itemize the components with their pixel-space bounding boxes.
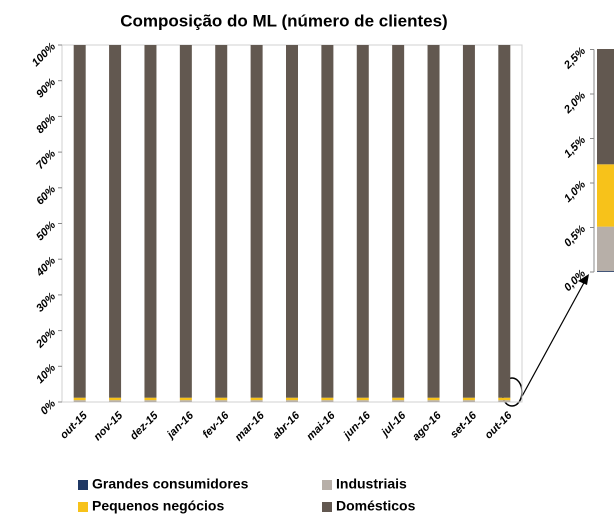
chart-title: Composição do ML (número de clientes) [120,11,447,30]
bar-segment [73,397,86,401]
x-tick-label: jul-16 [378,409,409,440]
bar-segment [73,400,86,402]
legend-swatch [322,502,332,512]
y-tick-label: 1,0% [562,179,588,205]
x-tick-label: nov-15 [92,409,126,443]
bar-segment [427,45,440,398]
bar-segment [144,45,157,398]
bar-segment [144,397,157,401]
bar-segment [215,45,228,398]
x-tick-label: mar-16 [233,409,268,444]
bar-segment [321,400,334,402]
legend-swatch [78,480,88,490]
bar-segment [392,400,405,402]
x-tick-label: out-15 [58,409,90,441]
x-tick-label: dez-15 [128,409,161,442]
y-tick-label: 70% [34,148,58,172]
y-tick-label: 40% [33,255,58,280]
y-tick-label: 80% [34,112,58,136]
x-tick-label: fev-16 [200,409,232,441]
bar-segment [498,397,511,401]
bar-segment [597,49,614,165]
y-tick-label: 100% [30,41,59,70]
legend-label: Industriais [336,476,407,492]
bar-segment [356,45,369,398]
legend-label: Grandes consumidores [92,476,249,492]
y-tick-label: 90% [34,76,58,100]
y-tick-label: 2,0% [561,90,588,117]
x-tick-label: out-16 [483,409,515,441]
y-tick-label: 0,5% [562,223,588,249]
arrow-head [578,274,589,285]
bar-segment [597,164,614,227]
bar-segment [597,226,614,272]
bar-segment [109,45,122,398]
bar-segment [462,397,475,401]
bar-segment [321,397,334,401]
x-tick-label: jan-16 [164,409,197,442]
bar-segment [356,400,369,402]
bar-segment [427,397,440,401]
bar-segment [286,45,298,398]
y-tick-label: 50% [34,219,58,243]
bar-segment [462,45,475,398]
bar-segment [179,45,192,398]
bar-segment [144,400,157,402]
y-tick-label: 60% [34,183,58,207]
y-tick-label: 0% [38,398,58,418]
legend-swatch [78,502,88,512]
y-tick-label: 30% [34,290,58,314]
y-tick-label: 2,5% [561,45,588,72]
y-tick-label: 20% [33,326,58,351]
x-tick-label: mai-16 [304,409,338,443]
bar-segment [427,400,440,402]
bar-segment [286,400,298,402]
legend-label: Pequenos negócios [92,498,224,514]
bar-segment [109,397,122,401]
bar-segment [109,400,122,402]
x-tick-label: abr-16 [270,409,302,441]
bar-segment [179,397,192,401]
bar-segment [179,400,192,402]
bar-segment [498,45,511,398]
bar-segment [321,45,334,398]
bar-segment [356,397,369,401]
x-tick-label: jun-16 [340,409,373,442]
bar-segment [215,400,228,402]
bar-segment [498,400,511,402]
bar-segment [462,400,475,402]
zoom-arrow [519,278,587,401]
y-tick-label: 10% [34,362,58,386]
bar-segment [250,397,263,401]
bar-segment [597,271,614,272]
bar-group [597,49,614,272]
bar-segment [250,45,263,398]
legend-label: Domésticos [336,498,416,514]
bar-segment [250,400,263,402]
legend-swatch [322,480,332,490]
bar-segment [392,397,405,401]
bar-segment [73,45,86,398]
x-tick-label: ago-16 [410,409,444,443]
x-tick-label: set-16 [448,409,480,441]
bar-segment [392,45,405,398]
bar-segment [215,397,228,401]
bar-segment [286,397,298,401]
y-tick-label: 1,5% [562,134,588,160]
